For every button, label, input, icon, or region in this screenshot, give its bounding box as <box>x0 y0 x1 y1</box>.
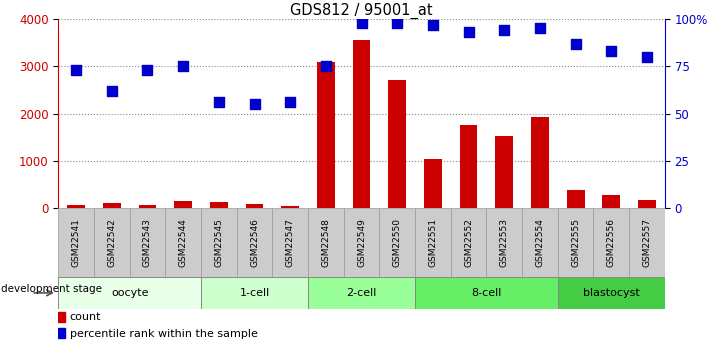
Bar <box>308 277 415 309</box>
Point <box>570 41 582 46</box>
Text: GSM22544: GSM22544 <box>178 218 188 267</box>
Bar <box>308 208 343 277</box>
Bar <box>201 208 237 277</box>
Text: GSM22543: GSM22543 <box>143 218 152 267</box>
Bar <box>201 277 308 309</box>
Bar <box>451 208 486 277</box>
Bar <box>245 204 264 208</box>
Bar <box>522 208 557 277</box>
Bar <box>272 208 308 277</box>
Bar <box>94 208 129 277</box>
Bar <box>129 208 166 277</box>
Bar <box>58 277 201 309</box>
Bar <box>58 328 65 338</box>
Point <box>249 101 260 107</box>
Bar <box>353 40 370 208</box>
Text: GSM22555: GSM22555 <box>571 218 580 267</box>
Bar <box>602 195 620 208</box>
Point <box>427 22 439 27</box>
Text: percentile rank within the sample: percentile rank within the sample <box>70 329 257 339</box>
Text: GSM22556: GSM22556 <box>606 218 616 267</box>
Bar <box>557 277 665 309</box>
Point <box>463 29 474 35</box>
Point <box>141 67 153 73</box>
Bar <box>58 312 65 322</box>
Bar <box>415 277 557 309</box>
Text: 8-cell: 8-cell <box>471 288 501 298</box>
Bar <box>103 203 121 208</box>
Bar <box>388 80 406 208</box>
Point <box>106 88 117 93</box>
Point <box>356 20 367 26</box>
Text: GSM22542: GSM22542 <box>107 218 117 267</box>
Bar <box>317 62 335 208</box>
Point <box>392 20 403 26</box>
Point <box>70 67 82 73</box>
Bar <box>68 205 85 208</box>
Bar <box>638 200 656 208</box>
Bar <box>557 208 594 277</box>
Bar <box>567 190 584 208</box>
Text: GSM22545: GSM22545 <box>214 218 223 267</box>
Bar <box>343 208 380 277</box>
Text: GSM22554: GSM22554 <box>535 218 545 267</box>
Point <box>178 63 189 69</box>
Bar <box>210 203 228 208</box>
Text: GSM22549: GSM22549 <box>357 218 366 267</box>
Text: oocyte: oocyte <box>111 288 149 298</box>
Text: GSM22557: GSM22557 <box>643 218 651 267</box>
Bar <box>486 208 522 277</box>
Bar <box>459 125 478 208</box>
Text: GSM22548: GSM22548 <box>321 218 331 267</box>
Text: development stage: development stage <box>1 285 102 294</box>
Bar <box>380 208 415 277</box>
Bar <box>139 205 156 208</box>
Text: blastocyst: blastocyst <box>583 288 640 298</box>
Point <box>641 54 653 60</box>
Text: count: count <box>70 312 102 322</box>
Bar <box>496 136 513 208</box>
Text: GSM22553: GSM22553 <box>500 218 509 267</box>
Text: GSM22547: GSM22547 <box>286 218 294 267</box>
Point <box>606 48 617 54</box>
Text: 1-cell: 1-cell <box>240 288 269 298</box>
Point <box>534 26 545 31</box>
Bar <box>174 201 192 208</box>
Text: GSM22552: GSM22552 <box>464 218 473 267</box>
Bar <box>58 208 94 277</box>
Bar <box>424 159 442 208</box>
Text: 2-cell: 2-cell <box>346 288 377 298</box>
Point <box>320 63 331 69</box>
Point <box>498 28 510 33</box>
Text: GSM22541: GSM22541 <box>72 218 80 267</box>
Point <box>213 99 225 105</box>
Bar <box>237 208 272 277</box>
Title: GDS812 / 95001_at: GDS812 / 95001_at <box>290 3 433 19</box>
Text: GSM22550: GSM22550 <box>392 218 402 267</box>
Bar <box>282 206 299 208</box>
Text: GSM22546: GSM22546 <box>250 218 259 267</box>
Bar <box>415 208 451 277</box>
Bar <box>594 208 629 277</box>
Bar <box>629 208 665 277</box>
Bar <box>531 117 549 208</box>
Point <box>284 99 296 105</box>
Bar <box>166 208 201 277</box>
Text: GSM22551: GSM22551 <box>429 218 437 267</box>
